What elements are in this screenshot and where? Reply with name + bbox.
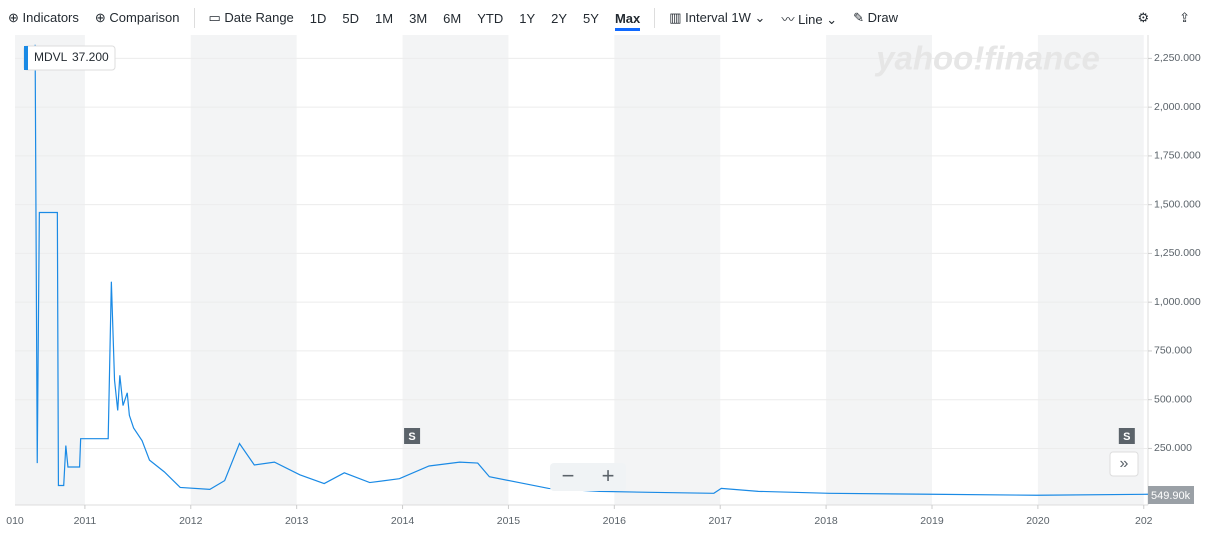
period-button[interactable]: 1M <box>375 10 394 26</box>
settings-button[interactable]: ⚙ <box>1137 10 1150 25</box>
volume-tag <box>1148 486 1194 504</box>
label: Date Range <box>224 10 294 25</box>
separator <box>654 8 656 28</box>
split-marker <box>404 428 421 444</box>
year-band <box>826 35 932 505</box>
x-tick-label: 2012 <box>179 515 203 527</box>
label: Draw <box>867 10 899 25</box>
period-button[interactable]: 2Y <box>551 10 568 26</box>
x-tick-label: 2014 <box>391 515 415 527</box>
x-tick-label: 2018 <box>814 515 838 527</box>
y-tick-label: 1,250.000 <box>1154 247 1201 259</box>
label: Line <box>798 11 823 27</box>
y-tick-label: 1,750.000 <box>1154 150 1201 162</box>
period-button[interactable]: 3M <box>409 10 428 26</box>
x-tick-label: 2013 <box>285 515 309 527</box>
label: Interval <box>685 10 728 25</box>
x-tick-label: 2011 <box>74 515 97 527</box>
x-tick-label: 2020 <box>1026 515 1050 527</box>
year-band <box>614 35 721 505</box>
scroll-right[interactable] <box>1109 451 1139 477</box>
tooltip-symbol: MDVL <box>34 50 68 64</box>
y-tick-label: 750.000 <box>1154 345 1192 357</box>
period-button[interactable]: 5Y <box>583 10 599 26</box>
split-label: S <box>1123 431 1130 443</box>
x-tick-label: 202 <box>1135 515 1153 527</box>
period-button[interactable]: 1D <box>309 10 327 26</box>
x-tick-label: 2016 <box>603 515 627 527</box>
price-line <box>34 44 1149 496</box>
separator <box>193 8 195 28</box>
year-band <box>402 35 509 505</box>
draw-button[interactable]: ✎ Draw <box>853 10 899 25</box>
year-band <box>1037 35 1144 505</box>
split-label: S <box>408 431 415 443</box>
year-band <box>190 35 297 505</box>
x-tick-label: 010 <box>6 515 24 527</box>
label: Indicators <box>22 10 79 25</box>
y-tick-label: 1,000.000 <box>1154 296 1201 308</box>
comparison-button[interactable]: ⊕ Comparison <box>94 10 180 25</box>
y-tick-label: 500.000 <box>1154 393 1192 405</box>
interval-button[interactable]: ▥ Interval 1W ⌄ <box>669 10 766 25</box>
period-button[interactable]: 1Y <box>519 10 536 26</box>
tooltip-price: 37.200 <box>72 50 109 64</box>
y-tick-label: 2,000.000 <box>1154 101 1201 113</box>
y-tick-label: 2,250.000 <box>1154 52 1201 64</box>
x-tick-label: 2017 <box>709 515 733 527</box>
zoom-controls <box>550 463 626 491</box>
scroll-right-icon: » <box>1120 455 1129 472</box>
label: Comparison <box>109 10 180 25</box>
period-button[interactable]: YTD <box>477 10 504 26</box>
share-button[interactable]: ⇪ <box>1179 10 1190 25</box>
period-button[interactable]: Max <box>614 10 641 31</box>
period-button[interactable]: 6M <box>443 10 462 26</box>
toolbar: ⊕ Indicators ⊕ Comparison ▭ Date Range 1… <box>0 0 1216 36</box>
x-tick-label: 2019 <box>920 515 944 527</box>
zoom-in[interactable]: + <box>602 463 615 488</box>
y-tick-label: 1,500.000 <box>1154 198 1201 210</box>
date-range-button[interactable]: ▭ Date Range <box>208 10 294 25</box>
volume-label: 549.90k <box>1151 490 1191 502</box>
zoom-out[interactable]: − <box>562 463 575 488</box>
period-button[interactable]: 5D <box>342 10 360 26</box>
periods: 1D 5D 1M 3M 6M YTD 1Y 2Y 5Y Max <box>302 10 648 31</box>
y-tick-label: 250.000 <box>1154 442 1192 454</box>
watermark: yahoo!finance <box>874 40 1100 77</box>
tooltip-accent <box>24 46 28 70</box>
interval-value: 1W <box>731 10 751 25</box>
chart-type-button[interactable]: 〰 Line ⌄ <box>781 11 838 27</box>
x-tick-label: 2015 <box>497 515 521 527</box>
indicators-button[interactable]: ⊕ Indicators <box>8 10 79 25</box>
year-band <box>15 35 85 505</box>
split-marker <box>1118 428 1135 444</box>
